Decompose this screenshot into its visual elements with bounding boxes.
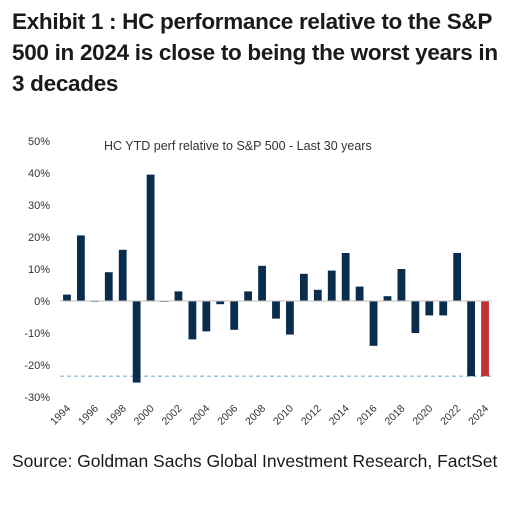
bar-2012 <box>313 289 322 301</box>
bar-2008 <box>258 265 266 301</box>
bar-2011 <box>299 273 308 301</box>
bar-2014 <box>341 253 350 301</box>
bar-2002 <box>174 291 183 301</box>
bar-1997 <box>104 272 113 301</box>
x-tick-label: 2020 <box>410 403 435 428</box>
x-tick-label: 1996 <box>76 403 101 428</box>
y-tick-label: 40% <box>28 168 50 180</box>
bar-1998 <box>118 249 127 301</box>
y-tick-label: 30% <box>28 200 50 212</box>
x-tick-labels: 1994 1996 1998 2000 2002 2004 2006 2008 2010 2012… <box>48 403 491 428</box>
bar-2000 <box>146 174 155 301</box>
chart: 50% 40% 30% 20% 10% 0% -10% -20% -30% 1994 1996 19… <box>24 136 492 428</box>
y-tick-label: 0% <box>34 296 50 308</box>
y-tick-label: 10% <box>28 264 50 276</box>
x-tick-label: 2024 <box>466 403 491 428</box>
y-tick-label: -30% <box>24 392 50 404</box>
x-tick-label: 2008 <box>243 403 268 428</box>
bar-1994 <box>63 294 71 301</box>
bar-2017 <box>383 296 392 301</box>
x-tick-label: 2022 <box>438 403 463 428</box>
y-tick-label: 20% <box>28 232 50 244</box>
x-tick-label: 2004 <box>187 403 212 428</box>
x-tick-label: 2002 <box>160 403 185 428</box>
x-tick-label: 2016 <box>355 403 380 428</box>
bar-2010 <box>286 301 294 335</box>
y-tick-label: -10% <box>24 328 50 340</box>
x-tick-label: 2000 <box>132 403 157 428</box>
exhibit-title: Exhibit 1 : HC performance relative to t… <box>12 9 498 96</box>
x-tick-label: 1998 <box>104 403 129 428</box>
x-tick-label: 2018 <box>383 403 408 428</box>
x-tick-label: 2014 <box>327 403 352 428</box>
x-tick-label: 1994 <box>48 403 73 428</box>
bars <box>63 174 489 383</box>
bar-2013 <box>327 270 336 301</box>
bar-2006 <box>230 301 239 330</box>
y-tick-label: 50% <box>28 136 50 148</box>
x-tick-label: 2012 <box>299 403 324 428</box>
bar-2015 <box>355 286 364 301</box>
bar-2019 <box>411 301 420 333</box>
source-note: Source: Goldman Sachs Global Investment … <box>12 451 498 471</box>
bar-1995 <box>77 235 85 301</box>
bar-2007 <box>244 291 253 301</box>
bar-1999 <box>132 301 141 383</box>
bar-2005 <box>216 301 225 305</box>
bar-2009 <box>272 301 280 319</box>
bar-2004 <box>202 301 211 332</box>
x-tick-label: 2006 <box>215 403 240 428</box>
bar-2024 <box>481 301 489 377</box>
y-tick-label: -20% <box>24 360 50 372</box>
bar-2020 <box>425 301 434 316</box>
x-tick-label: 2010 <box>271 403 296 428</box>
y-tick-labels: 50% 40% 30% 20% 10% 0% -10% -20% -30% <box>24 136 50 404</box>
chart-title: HC YTD perf relative to S&P 500 - Last 3… <box>104 139 372 153</box>
bar-2021 <box>439 301 448 316</box>
bar-2003 <box>188 301 197 340</box>
bar-2016 <box>369 301 378 346</box>
bar-2018 <box>397 269 406 301</box>
bar-2023 <box>467 301 475 377</box>
bar-2022 <box>453 253 462 301</box>
